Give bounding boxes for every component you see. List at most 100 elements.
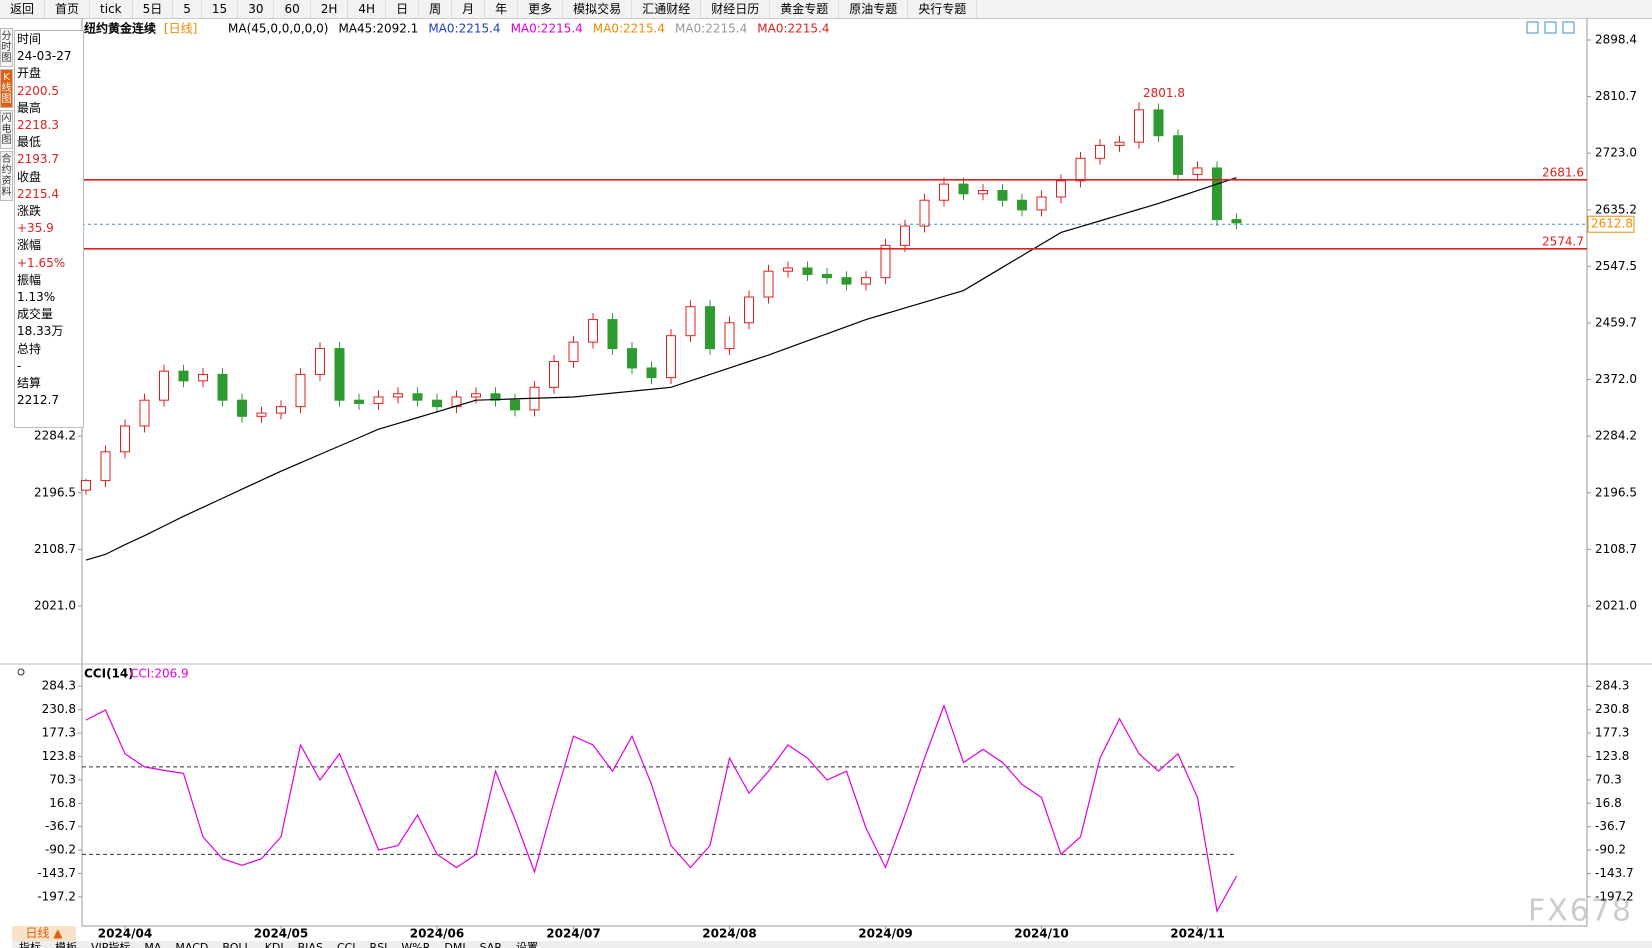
y-tick-label: 70.3	[1595, 772, 1622, 786]
candle-body	[1153, 109, 1164, 137]
y-tick-label: 2196.5	[1595, 485, 1637, 499]
toolbar-button[interactable]: 4H	[348, 0, 387, 18]
toolbar-button[interactable]: 周	[419, 0, 453, 18]
candle-body	[705, 306, 715, 350]
indicator-tab[interactable]: W%R	[401, 941, 431, 948]
indicator-tab[interactable]: MACD	[175, 941, 209, 948]
side-tab[interactable]: 分时图	[0, 28, 13, 67]
y-tick-label: 123.8	[42, 749, 76, 763]
y-tick-label: 2810.7	[1595, 89, 1637, 103]
ma-line	[85, 177, 1237, 561]
toolbar-button[interactable]: 15	[202, 0, 239, 18]
toolbar-button[interactable]: 黄金专题	[770, 0, 840, 18]
window-button[interactable]	[1544, 21, 1557, 34]
x-tick-label: 2024/11	[1170, 927, 1224, 941]
y-tick-label: -90.2	[1595, 843, 1626, 857]
last-price-box	[1587, 215, 1635, 233]
candle-body	[1095, 144, 1105, 159]
y-tick-label: 123.8	[1595, 749, 1629, 763]
y-tick-label: 2898.4	[1595, 32, 1637, 46]
toolbar-button[interactable]: 原油专题	[839, 0, 909, 18]
toolbar-button[interactable]: 5日	[133, 0, 174, 18]
indicator-tab[interactable]: BOLL	[222, 941, 251, 948]
candle-body	[880, 244, 891, 279]
toolbar-button[interactable]: 60	[274, 0, 311, 18]
candle-body	[276, 406, 286, 414]
y-tick-label: 70.3	[49, 772, 76, 786]
info-value: 2218.3	[17, 118, 59, 133]
y-tick-label: -143.7	[37, 866, 76, 880]
indicator-tab[interactable]: MA	[144, 941, 162, 948]
window-button[interactable]	[1526, 21, 1539, 34]
toolbar-button[interactable]: tick	[90, 0, 133, 18]
candle-body	[120, 425, 130, 453]
y-tick-label: 2284.2	[34, 429, 76, 443]
indicator-tab[interactable]: BIAS	[297, 941, 323, 948]
candle-body	[627, 348, 637, 369]
toolbar-button[interactable]: 5	[173, 0, 202, 18]
side-tab[interactable]: K线图	[0, 69, 13, 108]
level-label: 2574.7	[1542, 234, 1584, 248]
indicator-tab[interactable]: VIP指标	[91, 941, 131, 948]
toolbar-button[interactable]: 30	[238, 0, 275, 18]
info-label: 涨幅	[17, 238, 42, 253]
candle-body	[666, 335, 676, 379]
candle-body	[549, 360, 559, 388]
indicator-tab[interactable]: 指标	[19, 941, 41, 948]
chart-title: 纽约黄金连续	[84, 21, 156, 36]
indicator-tab[interactable]: RSI	[369, 941, 388, 948]
indicator-tabs: 指标 模板 VIP指标 MA MACD BOLL KDJ BIAS CCI RSI W%R DMI SA…	[12, 941, 1652, 948]
window-button[interactable]	[1562, 21, 1575, 34]
info-value: +1.65%	[17, 255, 66, 270]
toolbar-button[interactable]: 央行专题	[908, 0, 978, 18]
info-value: 1.13%	[17, 290, 56, 305]
y-tick-label: 2284.2	[1595, 429, 1637, 443]
info-value: 2193.7	[17, 152, 59, 167]
indicator-tab[interactable]: 模板	[55, 941, 77, 948]
side-tab[interactable]: 闪电图	[0, 110, 13, 149]
toolbar-button[interactable]: 模拟交易	[563, 0, 633, 18]
left-tabs: 分时图 K线图闪电图合约资料	[0, 28, 13, 203]
candle-body	[646, 367, 657, 379]
toolbar-button[interactable]: 年	[485, 0, 519, 18]
x-tick-label: 2024/09	[858, 927, 912, 941]
toolbar-button[interactable]: 财经日历	[701, 0, 771, 18]
candle-body	[81, 480, 91, 491]
info-value: -	[17, 358, 22, 373]
candle-body	[510, 399, 520, 411]
y-tick-label: 230.8	[42, 702, 76, 716]
toolbar-button[interactable]: 首页	[45, 0, 91, 18]
indicator-tab[interactable]: CCI	[336, 941, 356, 948]
toolbar-button[interactable]: 汇通财经	[632, 0, 702, 18]
y-tick-label: -36.7	[1595, 819, 1626, 833]
y-tick-label: 16.8	[1595, 796, 1622, 810]
y-tick-label: 2723.0	[1595, 146, 1637, 160]
period-tab[interactable]: 日线 ▲	[12, 926, 76, 941]
y-tick-label: 2021.0	[34, 598, 76, 612]
info-label: 时间	[17, 32, 42, 46]
toolbar-button[interactable]: 返回	[0, 0, 46, 18]
toolbar-button[interactable]: 2H	[311, 0, 349, 18]
candle-body	[373, 396, 384, 404]
indicator-tab[interactable]: SAR	[479, 941, 502, 948]
toolbar-button[interactable]: 月	[452, 0, 486, 18]
candle-body	[978, 190, 988, 195]
legend-item: MA0:2215.4	[593, 22, 665, 36]
indicator-tab[interactable]: DMI	[444, 941, 466, 948]
side-tab[interactable]: 合约资料	[0, 151, 13, 201]
candle-body	[412, 393, 423, 401]
indicator-tab[interactable]: 设置	[515, 941, 538, 948]
candle-body	[939, 183, 949, 201]
candle-body	[861, 277, 871, 285]
info-value: 18.33万	[17, 324, 64, 339]
candle-body	[198, 373, 208, 382]
candle-body	[217, 373, 228, 401]
toolbar-button[interactable]: 日	[386, 0, 420, 18]
candle-body	[900, 225, 910, 246]
indicator-tab[interactable]: KDJ	[264, 941, 284, 948]
candle-body	[334, 348, 345, 401]
info-panel: 时间 24-03-27 开盘 2200.5 最高 2218.3 最低 2193.7 收盘 2215…	[14, 30, 84, 428]
toolbar-button[interactable]: 更多	[518, 0, 564, 18]
candle-body	[841, 277, 852, 285]
info-label: 总持	[17, 341, 42, 356]
